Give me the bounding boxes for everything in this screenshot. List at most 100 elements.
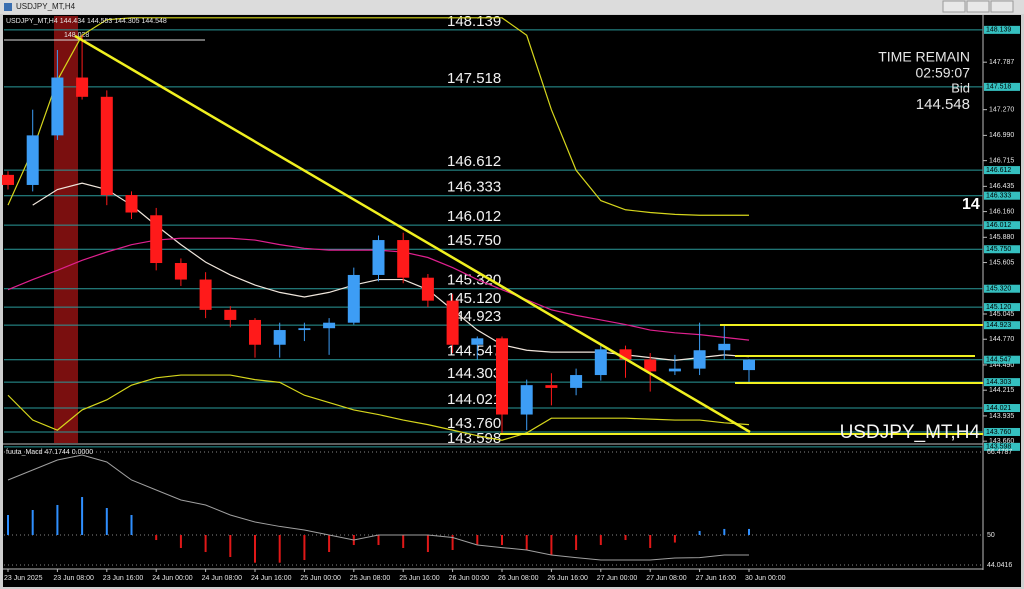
- y-tick-label: 146.715: [989, 157, 1014, 164]
- y-tick-label: 144.490: [989, 362, 1014, 369]
- x-tick-label: 26 Jun 08:00: [498, 575, 539, 582]
- candle-body: [26, 135, 39, 185]
- x-tick-label: 27 Jun 00:00: [597, 575, 638, 582]
- macd-bar: [723, 528, 726, 535]
- level-label: 144.021: [447, 391, 501, 408]
- level-label: 146.612: [447, 153, 501, 170]
- macd-bar: [179, 534, 182, 548]
- level-axis-label: 145.320: [986, 286, 1011, 293]
- macd-bar: [278, 534, 281, 563]
- candle-body: [570, 375, 583, 388]
- macd-bar: [328, 534, 331, 553]
- level-label: 144.547: [447, 343, 501, 360]
- macd-bar: [476, 534, 479, 546]
- level-label: 143.760: [447, 415, 501, 432]
- bid-price: 144.548: [916, 96, 970, 113]
- candle-body: [51, 77, 64, 136]
- candle-body: [323, 322, 336, 329]
- level-axis-box: [984, 404, 1020, 413]
- close-button[interactable]: [990, 0, 1014, 13]
- x-tick-label: 25 Jun 00:00: [300, 575, 341, 582]
- y-tick-label: 143.660: [989, 438, 1014, 445]
- partial-price: 14: [962, 196, 980, 213]
- level-axis-label: 144.303: [986, 379, 1011, 386]
- y-tick-label: 145.605: [989, 259, 1014, 266]
- level-axis-box: [984, 191, 1020, 200]
- level-label: 145.120: [447, 290, 501, 307]
- y-tick-label: 44.0416: [987, 562, 1012, 569]
- candle-body: [693, 350, 706, 369]
- level-axis-box: [984, 245, 1020, 254]
- level-label: 144.303: [447, 365, 501, 382]
- candle-body: [594, 349, 607, 376]
- level-axis-box: [984, 321, 1020, 330]
- macd-bar: [254, 534, 256, 563]
- chart-header: USDJPY_MT,H4 144.434 144.553 144.305 144…: [6, 18, 167, 25]
- candle-body: [2, 174, 14, 185]
- y-tick-label: 147.270: [989, 107, 1014, 114]
- candle-body: [397, 240, 410, 278]
- trendline: [74, 34, 751, 434]
- title-bar: [0, 0, 1024, 14]
- indicator-line: [7, 374, 750, 441]
- candle-body: [372, 240, 385, 275]
- level-label: 146.012: [447, 208, 501, 225]
- macd-bar: [451, 534, 454, 550]
- time-axis-bar: [3, 570, 1021, 587]
- macd-panel: 66.4787 50 44.0416: [4, 449, 1012, 569]
- candle-body: [347, 274, 360, 323]
- macd-bar: [599, 534, 602, 546]
- macd-bar: [229, 534, 232, 558]
- level-axis-box: [984, 166, 1020, 175]
- macd-bar: [748, 528, 750, 535]
- level-axis-box: [984, 25, 1020, 34]
- low-value: 144.305: [114, 18, 139, 25]
- level-axis-label: 144.547: [986, 357, 1011, 364]
- y-tick-label: 146.160: [989, 208, 1014, 215]
- open-value: 144.434: [60, 18, 85, 25]
- candle-body: [76, 77, 89, 97]
- x-tick-label: 23 Jun 08:00: [53, 575, 94, 582]
- candle-body: [545, 385, 558, 388]
- level-label: 143.598: [447, 430, 501, 447]
- maximize-button[interactable]: [966, 0, 990, 13]
- macd-bar: [575, 534, 578, 550]
- macd-bar: [426, 534, 429, 553]
- candle-body: [718, 343, 731, 351]
- level-axis-box: [984, 221, 1020, 230]
- indicator-line: [7, 17, 749, 216]
- symbol: USDJPY_MT,H4: [6, 18, 58, 25]
- candle-body: [125, 195, 138, 213]
- level-axis-label: 144.923: [986, 322, 1011, 329]
- level-axis-box: [984, 442, 1020, 451]
- symbol-watermark: USDJPY_MT,H4: [840, 422, 981, 443]
- macd-bar: [155, 534, 158, 541]
- level-axis-label: 146.012: [986, 222, 1011, 229]
- y-tick-label: 50: [987, 532, 995, 539]
- minimize-button[interactable]: [942, 0, 966, 13]
- x-tick-label: 23 Jun 2025: [4, 575, 43, 582]
- close-value: 144.548: [141, 18, 166, 25]
- candle-body: [496, 338, 508, 415]
- candle-body: [249, 319, 261, 345]
- y-tick-label: 144.215: [989, 387, 1014, 394]
- level-label: 147.518: [447, 70, 501, 87]
- macd-bar: [402, 534, 405, 548]
- candle-body: [174, 263, 187, 280]
- level-axis-box: [984, 355, 1020, 364]
- macd-bar: [204, 534, 207, 553]
- level-axis-box: [984, 303, 1020, 312]
- level-label: 145.320: [447, 272, 501, 289]
- level-axis-label: 145.750: [986, 246, 1011, 253]
- macd-bar: [81, 497, 84, 535]
- y-tick-label: 147.787: [989, 59, 1014, 66]
- macd-bar: [303, 534, 306, 561]
- x-tick-label: 24 Jun 08:00: [202, 575, 243, 582]
- candle-body: [446, 300, 459, 345]
- price-panel: 147.787 147.270 146.990 146.715 146.435 146.1…: [2, 13, 1020, 582]
- macd-bar: [377, 534, 380, 546]
- y-tick-label: 143.935: [989, 413, 1014, 420]
- x-tick-label: 26 Jun 16:00: [547, 575, 588, 582]
- candle-body: [199, 279, 212, 310]
